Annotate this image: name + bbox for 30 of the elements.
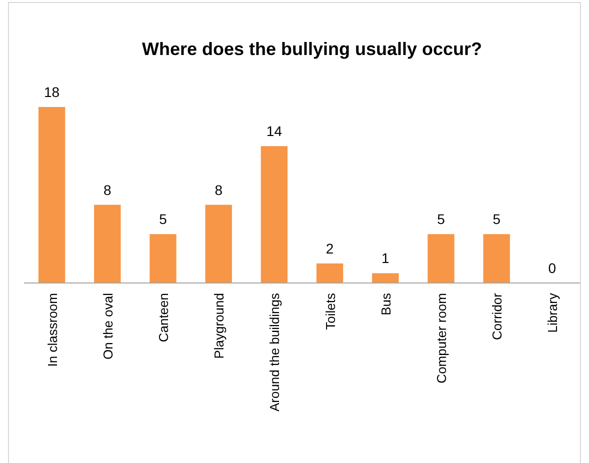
bar (372, 273, 399, 283)
x-tick-label: Around the buildings (267, 292, 282, 412)
data-label: 8 (214, 182, 223, 198)
bar (428, 234, 454, 283)
x-tick-label: Bus (378, 292, 394, 316)
x-tick-label: Toilets (322, 292, 338, 330)
data-label: 0 (548, 260, 556, 276)
x-tick-label: In classroom (44, 293, 60, 367)
bar (316, 263, 344, 283)
bar (150, 234, 176, 283)
x-tick-label: Corridor (490, 292, 505, 340)
bar (260, 146, 288, 283)
data-label: 5 (437, 211, 446, 228)
data-label: 18 (44, 84, 60, 100)
x-tick-label: On the oval (100, 292, 116, 360)
x-tick-label: Canteen (156, 293, 171, 342)
x-tick-label: Computer room (434, 293, 449, 384)
bar (205, 204, 232, 283)
chart-title: Where does the bullying usually occur? (142, 39, 482, 59)
data-label: 2 (326, 240, 334, 256)
data-label: 1 (382, 250, 390, 266)
x-tick-label: Playground (212, 293, 227, 359)
data-label: 14 (266, 123, 282, 140)
bar (94, 204, 121, 283)
data-label: 5 (159, 211, 168, 228)
bar (483, 234, 510, 283)
x-tick-label: Library (545, 292, 560, 333)
data-label: 8 (104, 182, 112, 198)
bar (38, 107, 66, 283)
data-label: 5 (492, 211, 501, 228)
